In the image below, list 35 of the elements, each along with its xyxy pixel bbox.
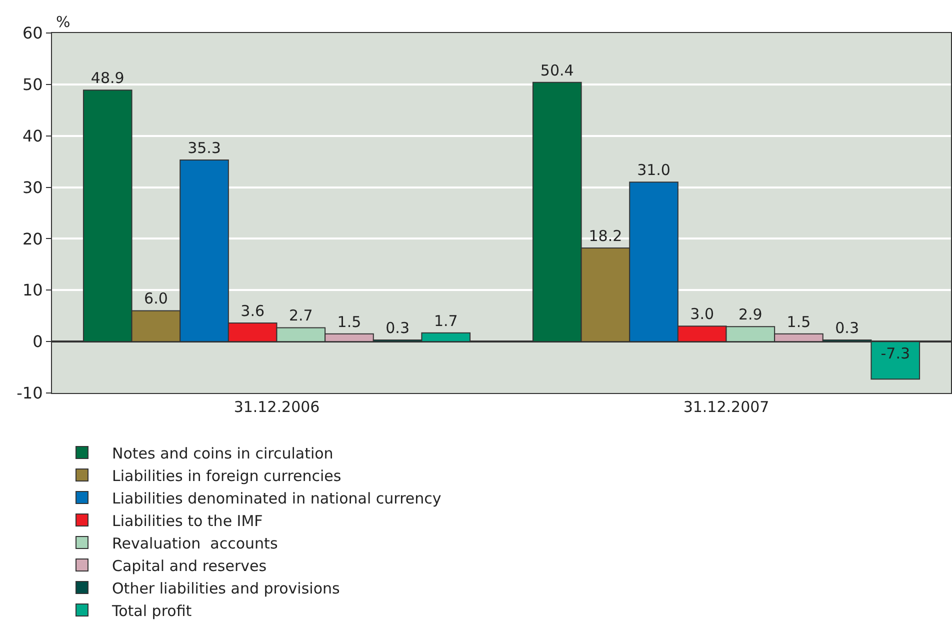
legend-label: Capital and reserves (112, 556, 267, 575)
data-label: 48.9 (90, 69, 124, 88)
data-label: 50.4 (540, 61, 574, 80)
data-label: 18.2 (588, 226, 622, 245)
y-tick-label: 50 (22, 75, 43, 94)
y-tick-label: 10 (22, 280, 43, 300)
x-tick-label: 31.12.2007 (683, 398, 770, 416)
y-tick-label: 40 (22, 126, 43, 146)
x-tick-label: 31.12.2006 (234, 398, 320, 416)
data-label: 2.7 (288, 306, 313, 325)
y-axis-title: % (56, 13, 70, 31)
data-label: 3.6 (240, 302, 265, 320)
y-tick-label: -10 (16, 384, 43, 403)
y-tick-label: 20 (22, 229, 43, 248)
legend-label: Other liabilities and provisions (112, 579, 340, 598)
data-label: 1.5 (786, 312, 811, 331)
legend-label: Liabilities in foreign currencies (112, 466, 342, 485)
data-label: 31.0 (637, 161, 670, 180)
data-label: 0.3 (835, 319, 859, 338)
data-label: 3.0 (690, 305, 714, 324)
legend-label: Revaluation accounts (112, 534, 278, 552)
y-tick-label: 60 (22, 24, 43, 43)
legend-label: Liabilities to the IMF (112, 512, 263, 530)
data-label: 2.9 (738, 306, 762, 324)
data-label: 35.3 (188, 139, 221, 158)
data-label: 1.5 (337, 312, 362, 331)
legend-label: Liabilities denominated in national currency (112, 489, 442, 508)
data-label: 0.3 (386, 319, 410, 338)
y-tick-label: 30 (22, 178, 43, 197)
data-label: 6.0 (144, 290, 168, 308)
y-tick-label: 0 (32, 332, 43, 352)
data-label: -7.3 (880, 344, 910, 363)
data-label: 1.7 (434, 312, 458, 330)
legend-label: Notes and coins in circulation (112, 444, 334, 462)
legend-label: Total profit (111, 602, 192, 620)
